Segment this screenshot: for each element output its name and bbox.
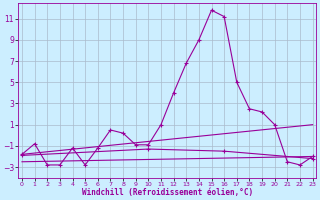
X-axis label: Windchill (Refroidissement éolien,°C): Windchill (Refroidissement éolien,°C) xyxy=(82,188,253,197)
